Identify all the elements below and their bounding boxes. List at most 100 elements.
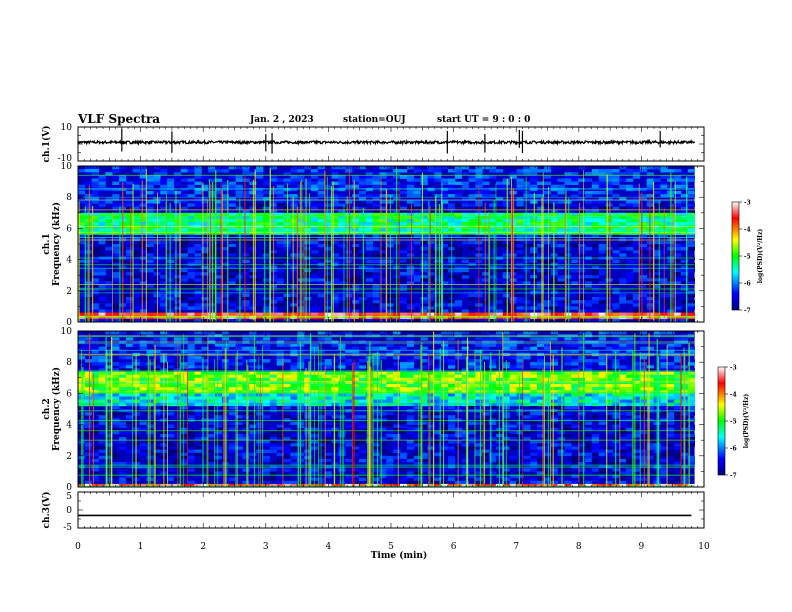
spectrogram-cell bbox=[489, 306, 497, 310]
spectrogram-cell bbox=[304, 272, 312, 276]
spectrogram-cell bbox=[304, 405, 312, 410]
spectrogram-cell bbox=[167, 374, 175, 379]
spectrogram-cell bbox=[317, 191, 325, 195]
spectrogram-cell bbox=[208, 303, 216, 307]
spectrogram-cell bbox=[310, 343, 319, 347]
spectrogram-cell bbox=[619, 380, 627, 385]
spectrogram-cell bbox=[639, 368, 647, 372]
spectrogram-cell bbox=[626, 368, 634, 372]
spectrogram-cell bbox=[687, 191, 695, 195]
spectrogram-cell bbox=[358, 219, 367, 223]
spectrogram-cell bbox=[420, 222, 428, 226]
spectrogram-cell bbox=[564, 222, 572, 226]
spectrogram-cell bbox=[516, 231, 524, 235]
spectrogram-cell bbox=[434, 169, 442, 173]
spectrogram-cell bbox=[502, 191, 510, 195]
spectrogram-cell bbox=[468, 387, 476, 391]
spectrogram-cell bbox=[112, 368, 120, 372]
spectrogram-cell bbox=[310, 169, 319, 173]
spectrogram-cell bbox=[324, 399, 332, 403]
spectrogram-cell bbox=[516, 306, 524, 310]
spectrogram-cell bbox=[639, 222, 647, 226]
spectrogram-cell bbox=[468, 197, 476, 201]
spectrogram-cell bbox=[119, 331, 127, 335]
spectrogram-cell bbox=[345, 312, 353, 316]
spectrogram-cell bbox=[523, 181, 531, 185]
spectrogram-cell bbox=[310, 231, 319, 235]
spectrogram-cell bbox=[187, 356, 195, 360]
spectrogram-cell bbox=[543, 175, 552, 179]
spectrogram-cell bbox=[167, 284, 175, 288]
frequency-tick-label: 4 bbox=[66, 256, 72, 266]
spectrogram-cell bbox=[585, 200, 593, 204]
spectrogram-cell bbox=[338, 197, 346, 201]
spectrogram-cell bbox=[365, 247, 373, 251]
spectrogram-cell bbox=[215, 297, 223, 301]
spectrogram-cell bbox=[530, 181, 538, 185]
spectrogram-cell bbox=[263, 237, 271, 242]
spectrogram-cell bbox=[221, 343, 230, 347]
spectrogram-cell bbox=[372, 231, 380, 235]
spectrogram-cell bbox=[632, 365, 641, 369]
spectrogram-cell bbox=[324, 306, 332, 310]
spectrogram-cell bbox=[91, 272, 99, 276]
spectrogram-cell bbox=[91, 393, 99, 397]
spectrogram-cell bbox=[591, 380, 599, 385]
spectrogram-cell bbox=[283, 194, 291, 198]
spectrogram-cell bbox=[249, 349, 257, 354]
spectrogram-cell bbox=[173, 200, 182, 204]
spectrogram-cell bbox=[653, 203, 661, 207]
spectrogram-cell bbox=[400, 206, 408, 210]
ch1-waveform-line bbox=[77, 138, 696, 147]
spectrogram-cell bbox=[509, 191, 517, 195]
spectrogram-cell bbox=[126, 309, 134, 313]
spectrogram-cell bbox=[434, 275, 442, 279]
spectrogram-cell bbox=[632, 284, 641, 288]
spectrogram-cell bbox=[290, 371, 298, 375]
spectrogram-cell bbox=[482, 384, 490, 388]
spectrogram-cell bbox=[365, 244, 373, 248]
spectrogram-cell bbox=[167, 225, 175, 229]
spectrogram-cell bbox=[632, 203, 641, 207]
spectrogram-cell bbox=[187, 337, 195, 341]
spectrogram-cell bbox=[187, 349, 195, 354]
spectrogram-cell bbox=[434, 337, 442, 341]
spectrogram-cell bbox=[413, 349, 421, 354]
spectrogram-cell bbox=[585, 393, 593, 397]
spectrogram-cell bbox=[228, 187, 236, 192]
spectrogram-cell bbox=[372, 402, 380, 407]
spectrogram-cell bbox=[235, 219, 243, 223]
spectrogram-cell bbox=[543, 300, 552, 304]
spectrogram-cell bbox=[687, 219, 695, 223]
spectrogram-cell bbox=[468, 312, 476, 316]
spectrogram-cell bbox=[365, 231, 373, 235]
ch1-ytick-top: 10 bbox=[61, 123, 73, 133]
spectrogram-cell bbox=[139, 371, 147, 375]
spectrogram-cell bbox=[173, 278, 182, 282]
spectrogram-cell bbox=[626, 312, 634, 316]
spectrogram-cell bbox=[290, 228, 298, 232]
spectrogram-cell bbox=[612, 206, 620, 210]
spectrogram-cell bbox=[495, 234, 504, 238]
spectrogram-cell bbox=[338, 209, 346, 214]
spectrogram-cell bbox=[126, 234, 134, 238]
spectrogram-cell bbox=[639, 225, 647, 229]
spectrogram-cell bbox=[228, 371, 236, 375]
spectrogram-cell bbox=[406, 191, 415, 195]
spectrogram-cell bbox=[345, 387, 353, 391]
spectrogram-cell bbox=[269, 166, 277, 170]
spectrogram-cell bbox=[578, 219, 586, 223]
spectrogram-cell bbox=[495, 278, 504, 282]
spectrogram-cell bbox=[208, 225, 216, 229]
spectrogram-cell bbox=[646, 184, 654, 189]
spectrogram-cell bbox=[386, 368, 394, 372]
spectrogram-cell bbox=[591, 222, 599, 226]
spectrogram-cell bbox=[612, 318, 620, 323]
spectrogram-cell bbox=[194, 197, 202, 201]
spectrogram-cell bbox=[160, 231, 168, 235]
spectrogram-cell bbox=[153, 384, 161, 388]
spectrogram-cell bbox=[605, 365, 613, 369]
spectrogram-cell bbox=[537, 293, 545, 298]
spectrogram-cell bbox=[523, 380, 531, 385]
spectrogram-cell bbox=[578, 247, 586, 251]
